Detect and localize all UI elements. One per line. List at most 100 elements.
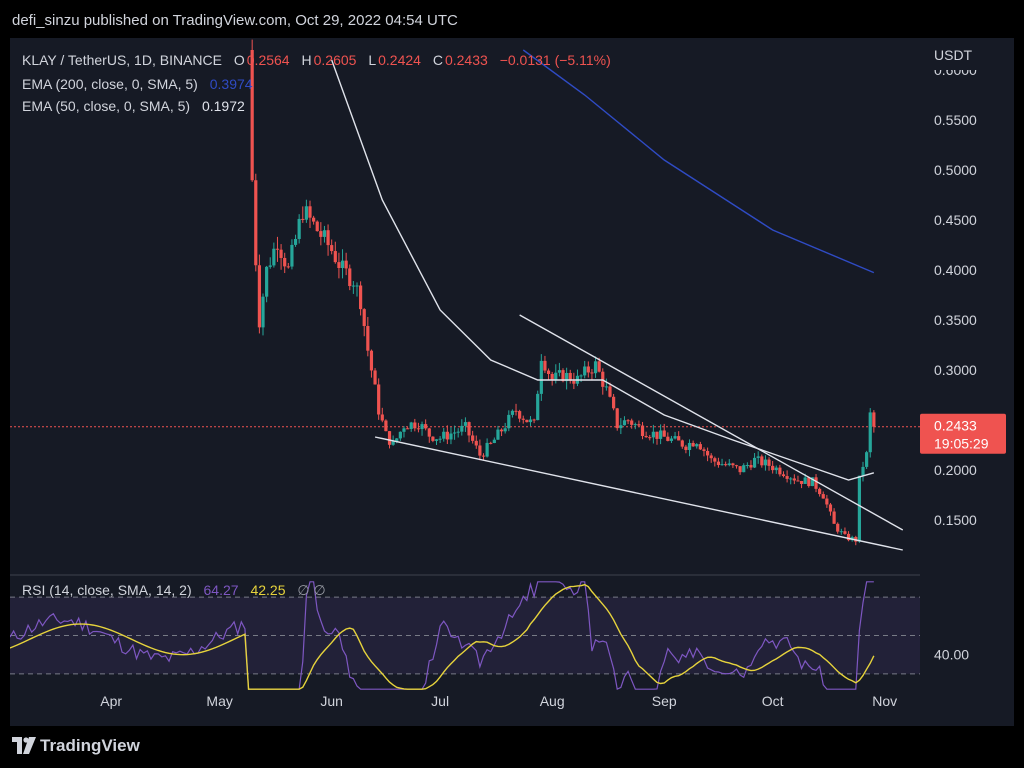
candle-body xyxy=(471,435,475,441)
candle-body xyxy=(543,360,547,371)
candle-body xyxy=(424,424,428,429)
candle-body xyxy=(485,442,489,457)
candle-body xyxy=(348,268,352,287)
candle-body xyxy=(445,431,449,440)
candle-body xyxy=(478,445,482,456)
candle-body xyxy=(673,436,677,439)
candle-body xyxy=(528,419,533,423)
candle-body xyxy=(734,465,739,467)
candle-body xyxy=(525,419,529,423)
candle-body xyxy=(536,393,540,421)
candle-body xyxy=(857,475,861,542)
candle-body xyxy=(687,442,692,450)
publish-header: defi_sinzu published on TradingView.com,… xyxy=(0,0,1024,38)
candle-body xyxy=(387,431,392,445)
candle-body xyxy=(579,375,583,377)
candle-body xyxy=(785,476,789,479)
candle-body xyxy=(659,430,663,439)
candle-body xyxy=(514,410,518,412)
candle-body xyxy=(362,309,366,327)
candle-body xyxy=(254,180,258,266)
candle-body xyxy=(398,431,402,439)
candle-body xyxy=(416,428,421,430)
candle-body xyxy=(705,450,710,456)
rsi-line xyxy=(10,581,874,691)
candle-body xyxy=(695,444,699,447)
candle-body xyxy=(586,366,590,373)
candle-body xyxy=(518,411,522,419)
candle-body xyxy=(633,424,637,426)
candle-body xyxy=(395,438,399,442)
candle-body xyxy=(384,420,388,432)
candle-body xyxy=(666,436,670,441)
candle-body xyxy=(377,384,381,415)
price-chart[interactable]: 0.60000.55000.50000.45000.40000.35000.30… xyxy=(10,38,1014,726)
currency-bg xyxy=(920,38,1014,70)
candle-body xyxy=(669,438,674,441)
candle-body xyxy=(612,396,616,409)
candle-body xyxy=(767,459,771,466)
candle-body xyxy=(630,420,634,425)
price-tick-label: 0.2000 xyxy=(934,462,977,478)
candle-body xyxy=(702,449,706,451)
rsi-legend: RSI (14, close, SMA, 14, 2) 64.27 42.25 … xyxy=(22,582,328,599)
candle-body xyxy=(283,257,287,267)
high-value: 0.2605 xyxy=(313,52,357,68)
candle-body xyxy=(449,433,453,440)
candle-body xyxy=(290,244,294,267)
candle-body xyxy=(731,463,735,466)
candle-body xyxy=(489,442,493,444)
ema50-legend: EMA (50, close, 0, SMA, 5) 0.1972 xyxy=(22,98,247,114)
candle-body xyxy=(626,420,630,422)
candle-body xyxy=(778,467,782,475)
countdown-label: 19:05:29 xyxy=(934,436,989,452)
candle-body xyxy=(250,50,254,181)
candle-body xyxy=(774,467,778,471)
candle-body xyxy=(301,218,305,220)
candle-body xyxy=(742,465,746,473)
candle-body xyxy=(572,380,576,384)
candle-body xyxy=(655,431,659,439)
candle-body xyxy=(713,458,717,462)
chart-frame[interactable]: 0.60000.55000.50000.45000.40000.35000.30… xyxy=(10,38,1014,726)
price-tick-label: 0.4500 xyxy=(934,212,977,228)
candle-body xyxy=(456,431,460,433)
candle-body xyxy=(796,480,800,482)
candle-body xyxy=(297,218,301,239)
candle-body xyxy=(771,465,775,471)
candle-body xyxy=(499,429,504,432)
candle-body xyxy=(619,425,623,429)
candle-body xyxy=(344,260,348,269)
candle-body xyxy=(546,370,551,374)
candle-body xyxy=(359,285,363,310)
close-label: C xyxy=(432,52,443,68)
candle-body xyxy=(340,260,345,269)
candle-body xyxy=(521,418,525,420)
candle-body xyxy=(460,425,464,432)
candle-body xyxy=(836,523,840,532)
candle-body xyxy=(865,452,869,467)
candle-body xyxy=(749,465,753,468)
ohlc-legend: KLAY / TetherUS, 1D, BINANCE O 0.2564 H 0.… xyxy=(22,52,613,68)
last-price-label: 0.2433 xyxy=(934,418,977,434)
candle-body xyxy=(839,531,843,533)
ema200-line xyxy=(522,49,875,274)
candle-body xyxy=(763,459,768,466)
time-tick-label: Apr xyxy=(100,693,122,709)
candle-body xyxy=(427,428,431,437)
candle-body xyxy=(716,461,721,466)
candle-body xyxy=(312,217,316,222)
rsi-tick-label: 40.00 xyxy=(934,647,969,663)
candle-body xyxy=(593,361,598,374)
candle-body xyxy=(402,428,406,432)
candle-body xyxy=(330,245,334,252)
candle-body xyxy=(738,466,742,473)
candle-body xyxy=(373,370,377,385)
price-axis-bg xyxy=(920,38,1014,726)
candle-body xyxy=(615,408,619,429)
candle-body xyxy=(369,350,374,371)
candle-body xyxy=(724,464,728,466)
candle-body xyxy=(698,444,702,450)
candle-body xyxy=(474,440,478,446)
candle-body xyxy=(434,439,439,441)
